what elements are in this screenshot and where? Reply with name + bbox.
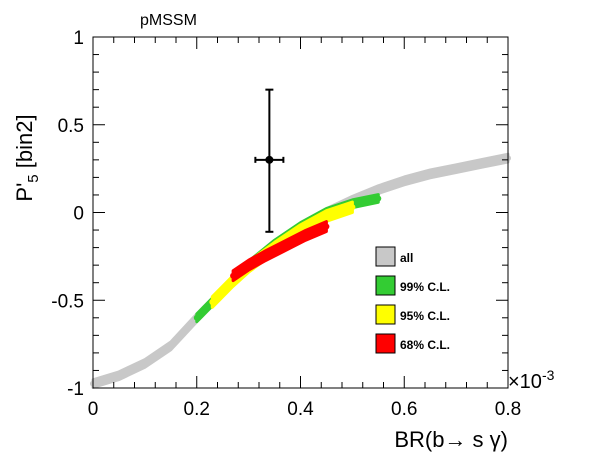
y-axis-title-main: P' (12, 183, 37, 202)
legend: all 99% C.L. 95% C.L. 68% C.L. (375, 246, 450, 354)
x-tick-label: 0 (88, 399, 99, 420)
x-tick-label: 0.8 (495, 399, 521, 420)
series-3-point-0 (230, 272, 237, 279)
x-tick-label: 0.2 (184, 399, 210, 420)
x-exponent-power: -3 (542, 367, 555, 383)
series-band-0 (91, 152, 510, 389)
series-2-point-6 (349, 204, 356, 211)
series-3-point-4 (302, 232, 309, 239)
series-0-point-15 (479, 160, 486, 167)
series-0-point-2 (141, 360, 148, 367)
series-2-point-0 (209, 299, 216, 305)
series-3-point-2 (261, 253, 268, 260)
series-0-point-1 (115, 372, 122, 379)
x-exponent-label: ×10-3 (508, 367, 555, 393)
y-tick-label: 1 (73, 28, 84, 49)
legend-swatch (375, 246, 396, 267)
y-tick-label: 0 (73, 204, 84, 225)
y-axis: -1 -0.5 0 0.5 1 (51, 28, 508, 400)
legend-swatch (375, 304, 396, 325)
series-2-point-5 (323, 213, 330, 219)
chart-title: pMSSM (140, 12, 197, 29)
series-0-point-13 (427, 170, 434, 177)
y-axis-title: P'5 [bin2] (12, 114, 42, 201)
series-0-point-3 (167, 342, 174, 349)
series-3-point-1 (245, 262, 252, 269)
series-1-point-7 (375, 195, 382, 202)
legend-label: 99% C.L. (400, 280, 450, 294)
series-1-point-0 (193, 314, 200, 321)
legend-swatch (375, 275, 396, 296)
legend-label: 68% C.L. (400, 338, 450, 352)
plot-frame (92, 36, 509, 389)
series-0-point-12 (401, 177, 408, 184)
x-tick-label: 0.4 (287, 399, 314, 420)
y-tick-label: -1 (67, 379, 84, 400)
series-band-3 (231, 220, 328, 283)
x-axis-title: BR(b→ s γ) (394, 427, 508, 452)
x-axis: 0 0.2 0.4 0.6 0.8 (88, 37, 521, 420)
legend-label: 95% C.L. (400, 309, 450, 323)
x-tick-label: 0.6 (391, 399, 417, 420)
series-3-point-5 (323, 223, 330, 230)
y-axis-title-sub: 5 (25, 174, 42, 182)
y-axis-title-rest: [bin2] (12, 114, 37, 174)
series-0-point-14 (453, 165, 460, 172)
y-tick-label: 0.5 (58, 116, 84, 137)
series-0-point-11 (375, 186, 382, 193)
x-exponent-base: ×10 (508, 371, 542, 393)
measurement-marker (265, 155, 274, 164)
legend-label: all (400, 251, 413, 265)
series-3-point-3 (281, 242, 288, 249)
scatter-bands (90, 152, 511, 389)
series-band-2 (210, 200, 354, 309)
y-tick-label: -0.5 (51, 291, 84, 312)
measurement-point (254, 88, 285, 233)
legend-swatch (375, 333, 396, 354)
